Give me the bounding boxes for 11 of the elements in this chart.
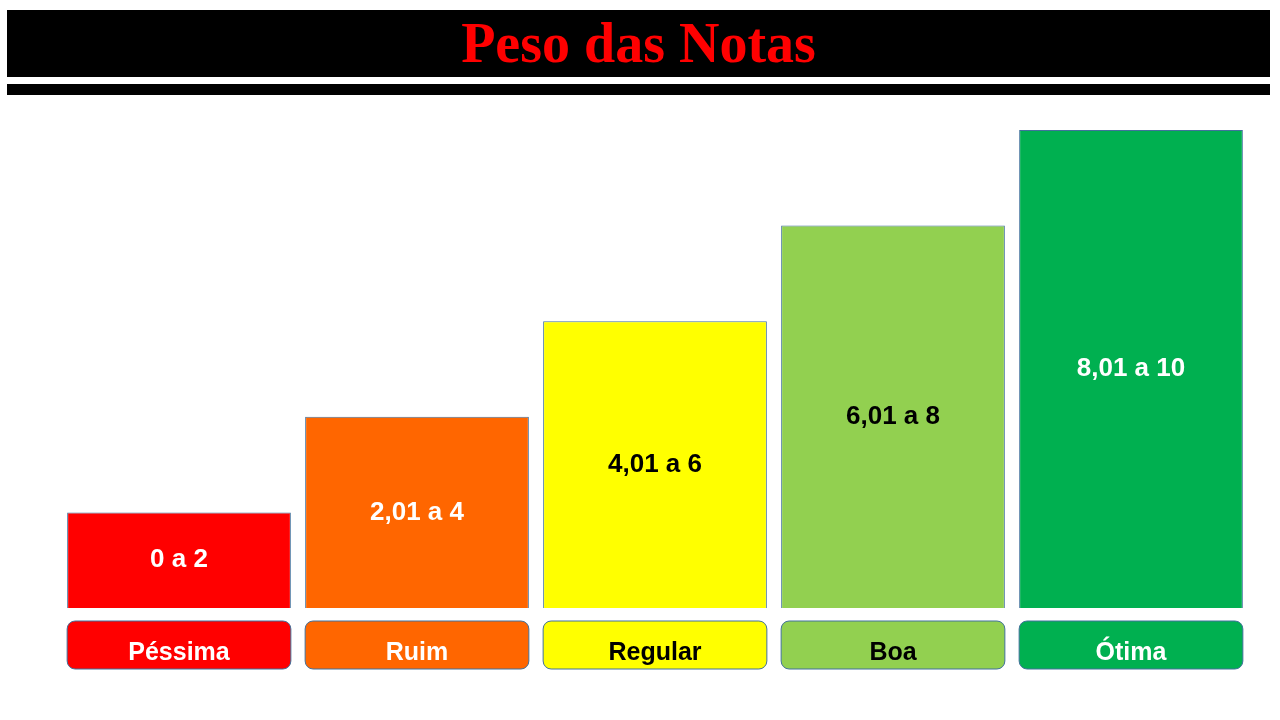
x-tick-label: Ótima <box>1095 635 1168 665</box>
chart-title: Peso das Notas <box>7 10 1270 77</box>
x-tick-label: Regular <box>608 636 702 665</box>
data-label: 2,01 a 4 <box>370 495 465 526</box>
x-tick-label: Péssima <box>128 636 231 665</box>
x-tick-label: Boa <box>869 636 918 665</box>
x-tick-label: Ruim <box>385 636 449 665</box>
data-label: 8,01 a 10 <box>1076 352 1186 383</box>
data-label: 4,01 a 6 <box>608 447 702 478</box>
data-label: 6,01 a 8 <box>846 399 940 430</box>
data-label: 0 a 2 <box>150 543 208 574</box>
